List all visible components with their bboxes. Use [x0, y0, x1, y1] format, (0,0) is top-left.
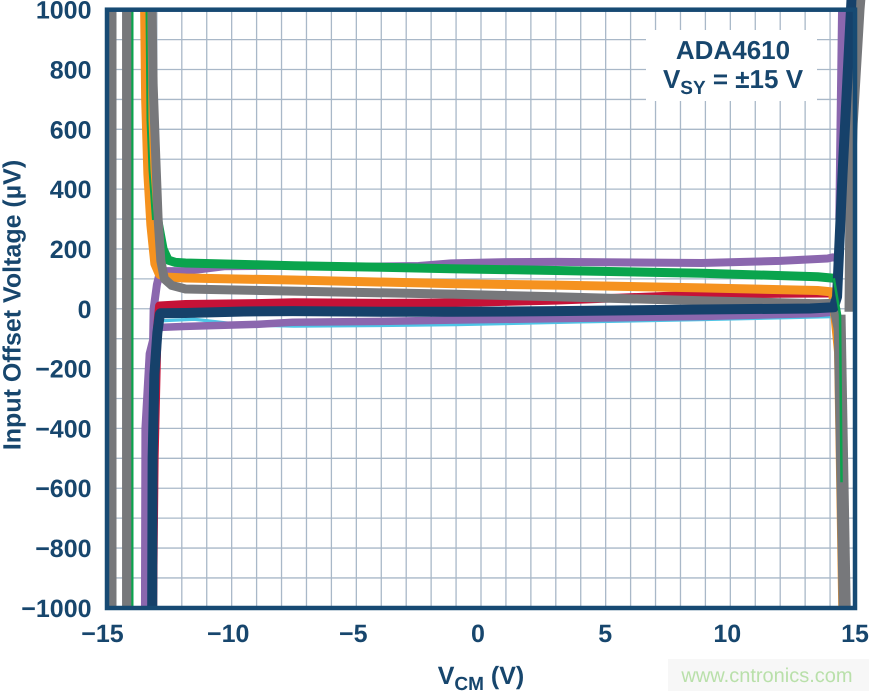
svg-text:15: 15: [841, 620, 869, 648]
svg-text:−15: −15: [81, 620, 124, 648]
svg-text:200: 200: [50, 236, 92, 264]
svg-text:Input Offset Voltage (µV): Input Offset Voltage (µV): [0, 160, 27, 450]
svg-text:800: 800: [50, 57, 92, 85]
svg-text:VSY = ±15 V: VSY = ±15 V: [663, 64, 804, 99]
svg-text:−10: −10: [207, 620, 249, 648]
svg-text:ADA4610: ADA4610: [676, 35, 790, 65]
svg-text:−1000: −1000: [21, 595, 91, 623]
svg-text:0: 0: [78, 296, 92, 324]
svg-text:600: 600: [50, 116, 92, 144]
svg-text:−400: −400: [35, 415, 91, 443]
svg-text:0: 0: [471, 620, 485, 648]
svg-text:www.cntronics.com: www.cntronics.com: [680, 665, 852, 687]
svg-text:400: 400: [50, 176, 92, 204]
svg-text:−200: −200: [35, 356, 91, 384]
svg-text:10: 10: [713, 620, 741, 648]
svg-text:1000: 1000: [36, 0, 92, 25]
svg-text:−800: −800: [35, 535, 91, 563]
svg-text:−600: −600: [35, 475, 91, 503]
svg-text:−5: −5: [339, 620, 368, 648]
svg-text:5: 5: [598, 620, 612, 648]
